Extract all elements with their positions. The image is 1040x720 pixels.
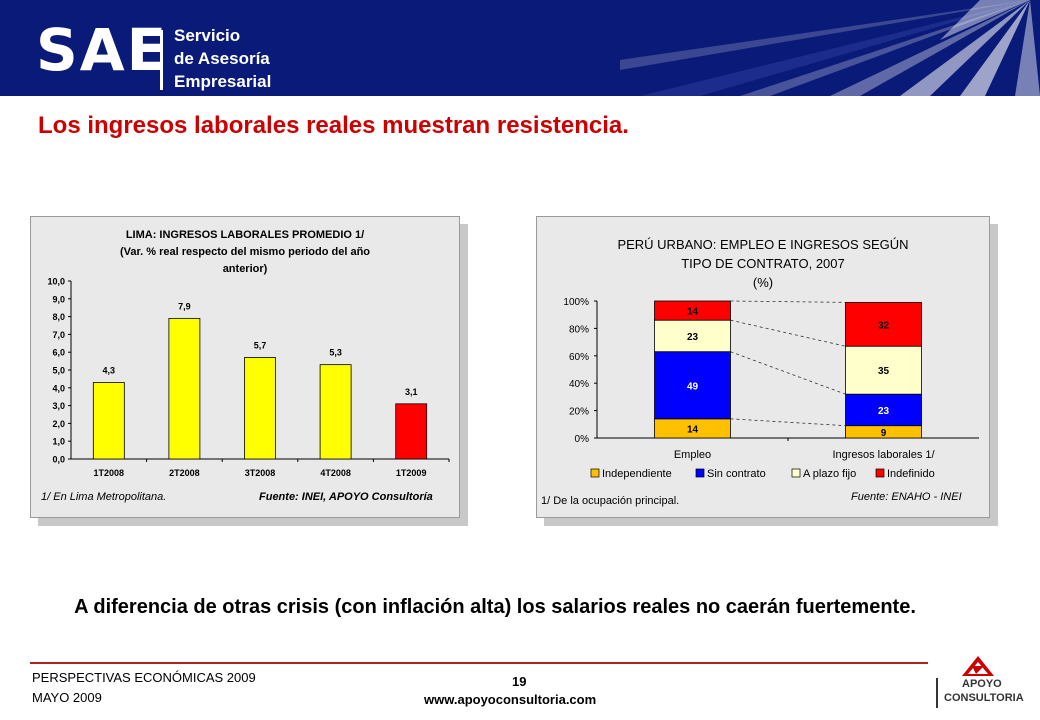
logo-separator [160, 30, 163, 90]
chart-1-y-tick-label: 6,0 [52, 348, 65, 358]
chart-1-bar-1T2009 [395, 403, 428, 460]
chart-2-legend-swatch-Independiente [590, 468, 600, 478]
chart-2-series-connector [730, 300, 846, 303]
chart-2-segment-Indefinido [654, 300, 731, 321]
chart-2-segment-A plazo fijo [654, 319, 731, 353]
chart-2-legend-swatch-A plazo fijo [791, 468, 801, 478]
chart-2-data-label: 23 [878, 406, 890, 417]
chart-2-y-tick-label: 40% [569, 379, 589, 390]
chart-1-x-tick-label: 1T2009 [396, 468, 427, 478]
chart-1-y-tick-label: 0,0 [52, 455, 65, 465]
chart-1-y-tick-label: 10,0 [47, 277, 65, 287]
chart-1-y-tick-label: 2,0 [52, 419, 65, 429]
chart-1-x-tick-label: 2T2008 [169, 468, 200, 478]
chart-1-plot: 0,0 1,0 2,0 3,0 4,0 5,0 6,0 7,0 8,0 9,0 10,0 4,3 1T2… [47, 277, 450, 478]
chart-2-data-label: 14 [687, 424, 699, 435]
logo-subtitle: Servicio de Asesoría Empresarial [174, 24, 271, 93]
chart-2-y-tick-label: 60% [569, 352, 589, 363]
chart-1-x-tick-label: 1T2008 [94, 468, 125, 478]
logo-sub-line-1: Servicio [174, 26, 241, 45]
footer-url: www.apoyoconsultoria.com [424, 692, 597, 707]
chart-1-y-tick-label: 1,0 [52, 437, 65, 447]
chart-2-source: Fuente: ENAHO - INEI [851, 491, 962, 503]
footer-date: MAYO 2009 [32, 690, 102, 705]
chart-1-bar-3T2008 [244, 357, 276, 460]
chart-2-segment-Indefinido [845, 301, 922, 347]
chart-2-data-label: 14 [687, 307, 699, 318]
chart-2-legend-label-Sin contrato: Sin contrato [707, 468, 766, 480]
chart-2-panel: PERÚ URBANO: EMPLEO E INGRESOS SEGÚN TIP… [536, 216, 990, 518]
chart-1-y-tick-label: 9,0 [52, 294, 65, 304]
chart-2-data-label: 23 [687, 332, 699, 343]
chart-2-legend-label-A plazo fijo: A plazo fijo [803, 468, 856, 480]
chart-2-data-label: 9 [881, 428, 887, 439]
chart-2-title-line-2: TIPO DE CONTRATO, 2007 [681, 256, 845, 271]
chart-1-y-tick-label: 5,0 [52, 366, 65, 376]
chart-1-source: Fuente: INEI, APOYO Consultoría [259, 491, 433, 503]
chart-2-data-label: 35 [878, 366, 890, 377]
chart-2-legend-label-Indefinido: Indefinido [887, 468, 935, 480]
chart-2-x-tick-label: Ingresos laborales 1/ [832, 449, 935, 461]
chart-2-note: 1/ De la ocupación principal. [541, 495, 680, 507]
chart-2-segment-Sin contrato [654, 351, 731, 420]
chart-2-title-line-1: PERÚ URBANO: EMPLEO E INGRESOS SEGÚN [617, 237, 909, 252]
sae-logo: SAE [36, 16, 169, 84]
apoyo-logo-text-1: APOYO [962, 678, 1002, 690]
chart-1-y-tick-label: 8,0 [52, 312, 65, 322]
chart-1-title-line-2: (Var. % real respecto del mismo periodo … [119, 246, 371, 258]
chart-1-data-label: 5,7 [254, 341, 267, 351]
chart-2-y-tick-label: 20% [569, 407, 589, 418]
chart-2-plot: 0% 20% 40% 60% 80% 100% 14 49 23 14 Empleo 9 23 35 32 I… [563, 297, 979, 480]
chart-1-data-label: 4,3 [103, 365, 116, 375]
chart-2-series-connector [730, 418, 846, 427]
chart-2-legend-label-Independiente: Independiente [602, 468, 672, 480]
page-number: 19 [512, 674, 527, 689]
chart-1-y-tick-label: 7,0 [52, 330, 65, 340]
chart-1-panel: LIMA: INGRESOS LABORALES PROMEDIO 1/ (Va… [30, 216, 460, 518]
apoyo-logo-icon [962, 656, 994, 676]
logo-sub-line-3: Empresarial [174, 72, 272, 91]
bottom-message: A diferencia de otras crisis (con inflac… [74, 596, 916, 618]
slide-title: Los ingresos laborales reales muestran r… [38, 112, 629, 139]
chart-2-y-tick-label: 80% [569, 324, 589, 335]
chart-2-series-connector [730, 319, 846, 347]
chart-1-y-tick-label: 3,0 [52, 401, 65, 411]
chart-2-legend-swatch-Sin contrato [695, 468, 705, 478]
chart-1-data-label: 7,9 [178, 301, 191, 311]
chart-1-title-line-1: LIMA: INGRESOS LABORALES PROMEDIO 1/ [125, 229, 365, 241]
chart-1-title: LIMA: INGRESOS LABORALES PROMEDIO 1/ (Va… [31, 227, 459, 278]
chart-2-x-tick-label: Empleo [674, 449, 711, 461]
footer-title: PERSPECTIVAS ECONÓMICAS 2009 [32, 670, 256, 685]
chart-2-legend-swatch-Indefinido [875, 468, 885, 478]
chart-2-y-tick-label: 0% [575, 434, 590, 445]
chart-1-note: 1/ En Lima Metropolitana. [41, 491, 167, 503]
chart-1-title-line-3: anterior) [222, 263, 268, 275]
chart-1-data-label: 3,1 [405, 387, 418, 397]
logo-sub-line-2: de Asesoría [174, 49, 270, 68]
chart-2-data-label: 49 [687, 381, 699, 392]
chart-1-x-tick-label: 4T2008 [320, 468, 351, 478]
chart-1-bar-2T2008 [168, 317, 201, 460]
chart-2-data-label: 32 [878, 320, 890, 331]
chart-1-x-tick-label: 3T2008 [245, 468, 276, 478]
chart-1-bar-4T2008 [319, 364, 352, 460]
header-banner: SAE Servicio de Asesoría Empresarial [0, 0, 1040, 96]
header-light-rays [620, 0, 1040, 96]
chart-1-data-label: 5,3 [329, 348, 342, 358]
chart-2-y-tick-label: 100% [563, 297, 589, 308]
apoyo-logo-bar [936, 678, 938, 708]
chart-1-y-tick-label: 4,0 [52, 383, 65, 393]
chart-2-series-connector [730, 351, 846, 395]
chart-2-title: PERÚ URBANO: EMPLEO E INGRESOS SEGÚN TIP… [537, 235, 989, 292]
chart-1-bar-1T2008 [92, 382, 125, 460]
chart-2-title-line-3: (%) [752, 275, 774, 290]
footer-divider [30, 662, 928, 664]
apoyo-logo-text-2: CONSULTORIA [944, 692, 1024, 704]
